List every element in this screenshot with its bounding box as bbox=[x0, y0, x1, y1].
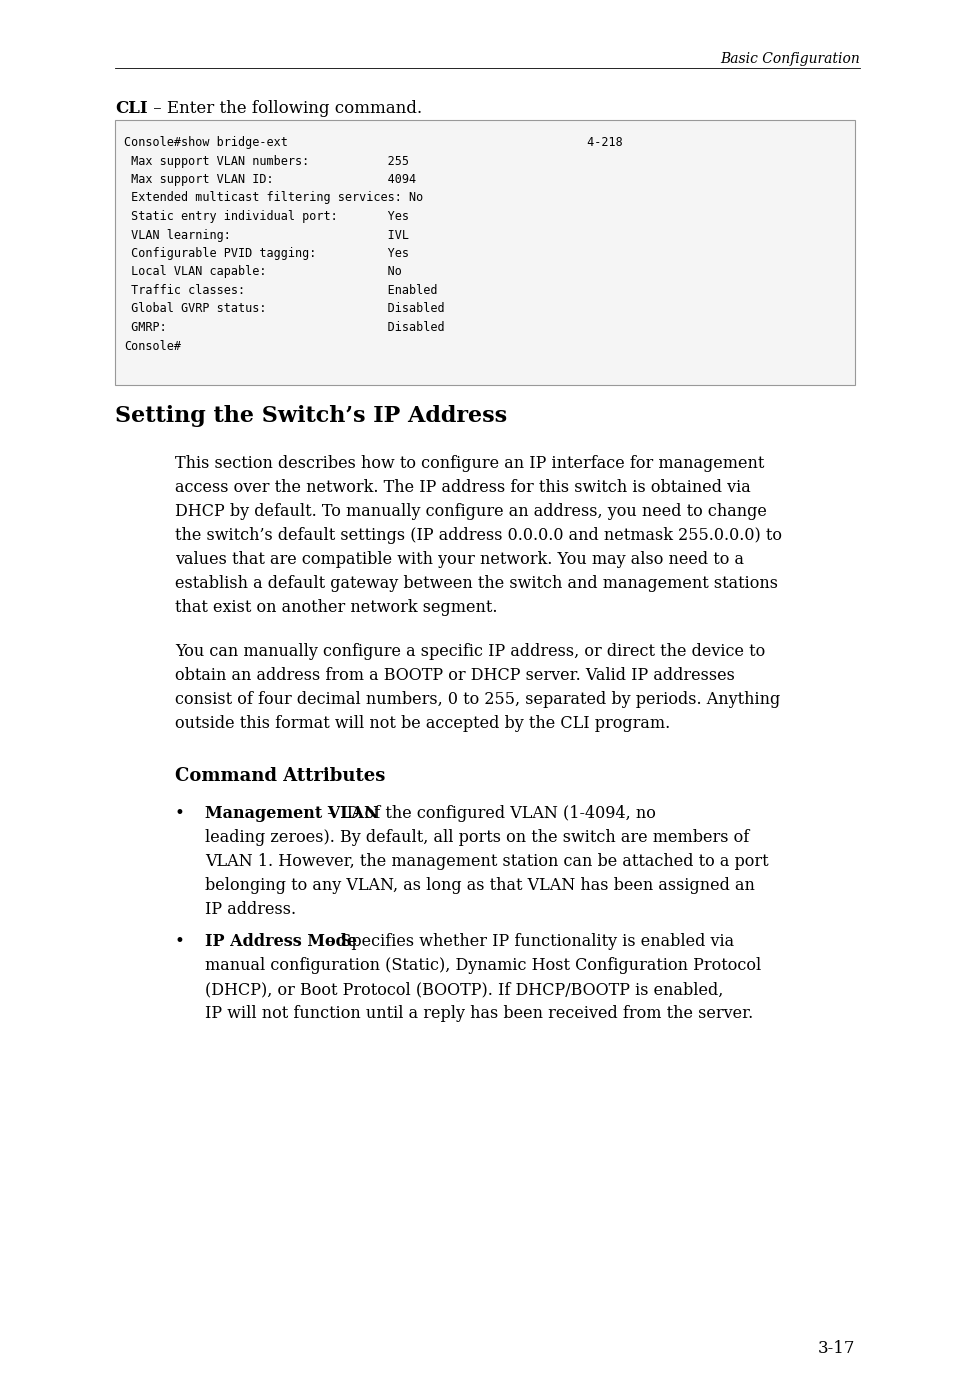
Text: IP address.: IP address. bbox=[205, 901, 295, 917]
Text: Extended multicast filtering services: No: Extended multicast filtering services: N… bbox=[124, 192, 423, 204]
Text: •: • bbox=[174, 805, 185, 822]
Text: Console#: Console# bbox=[124, 340, 181, 353]
Text: 3-17: 3-17 bbox=[817, 1339, 854, 1357]
Text: IP will not function until a reply has been received from the server.: IP will not function until a reply has b… bbox=[205, 1005, 753, 1022]
Text: – Specifies whether IP functionality is enabled via: – Specifies whether IP functionality is … bbox=[322, 933, 734, 949]
Text: •: • bbox=[174, 933, 185, 949]
Text: – Enter the following command.: – Enter the following command. bbox=[148, 100, 421, 117]
Text: manual configuration (Static), Dynamic Host Configuration Protocol: manual configuration (Static), Dynamic H… bbox=[205, 956, 760, 974]
Text: CLI: CLI bbox=[115, 100, 148, 117]
Text: access over the network. The IP address for this switch is obtained via: access over the network. The IP address … bbox=[174, 479, 750, 496]
Text: DHCP by default. To manually configure an address, you need to change: DHCP by default. To manually configure a… bbox=[174, 502, 766, 520]
Text: (DHCP), or Boot Protocol (BOOTP). If DHCP/BOOTP is enabled,: (DHCP), or Boot Protocol (BOOTP). If DHC… bbox=[205, 981, 722, 998]
Text: belonging to any VLAN, as long as that VLAN has been assigned an: belonging to any VLAN, as long as that V… bbox=[205, 877, 754, 894]
Text: Configurable PVID tagging:          Yes: Configurable PVID tagging: Yes bbox=[124, 247, 409, 260]
Text: obtain an address from a BOOTP or DHCP server. Valid IP addresses: obtain an address from a BOOTP or DHCP s… bbox=[174, 668, 734, 684]
Text: Traffic classes:                    Enabled: Traffic classes: Enabled bbox=[124, 285, 437, 297]
Text: the switch’s default settings (IP address 0.0.0.0 and netmask 255.0.0.0) to: the switch’s default settings (IP addres… bbox=[174, 527, 781, 544]
Text: Static entry individual port:       Yes: Static entry individual port: Yes bbox=[124, 210, 409, 223]
Text: Command Attributes: Command Attributes bbox=[174, 768, 385, 786]
Text: that exist on another network segment.: that exist on another network segment. bbox=[174, 600, 497, 616]
Text: Management VLAN: Management VLAN bbox=[205, 805, 378, 822]
Text: VLAN learning:                      IVL: VLAN learning: IVL bbox=[124, 229, 409, 242]
Text: You can manually configure a specific IP address, or direct the device to: You can manually configure a specific IP… bbox=[174, 643, 764, 661]
Text: Setting the Switch’s IP Address: Setting the Switch’s IP Address bbox=[115, 405, 507, 428]
Text: consist of four decimal numbers, 0 to 255, separated by periods. Anything: consist of four decimal numbers, 0 to 25… bbox=[174, 691, 780, 708]
Bar bbox=[115, 119, 854, 384]
Text: Global GVRP status:                 Disabled: Global GVRP status: Disabled bbox=[124, 303, 444, 315]
Text: Basic Configuration: Basic Configuration bbox=[720, 51, 859, 67]
Text: VLAN 1. However, the management station can be attached to a port: VLAN 1. However, the management station … bbox=[205, 854, 768, 870]
Text: – ID of the configured VLAN (1-4094, no: – ID of the configured VLAN (1-4094, no bbox=[322, 805, 656, 822]
Text: Max support VLAN ID:                4094: Max support VLAN ID: 4094 bbox=[124, 174, 416, 186]
Text: IP Address Mode: IP Address Mode bbox=[205, 933, 356, 949]
Text: outside this format will not be accepted by the CLI program.: outside this format will not be accepted… bbox=[174, 715, 670, 731]
Text: This section describes how to configure an IP interface for management: This section describes how to configure … bbox=[174, 455, 763, 472]
Text: values that are compatible with your network. You may also need to a: values that are compatible with your net… bbox=[174, 551, 743, 568]
Text: Local VLAN capable:                 No: Local VLAN capable: No bbox=[124, 265, 401, 279]
Text: Console#show bridge-ext                                          4-218: Console#show bridge-ext 4-218 bbox=[124, 136, 622, 149]
Text: leading zeroes). By default, all ports on the switch are members of: leading zeroes). By default, all ports o… bbox=[205, 829, 748, 847]
Text: GMRP:                               Disabled: GMRP: Disabled bbox=[124, 321, 444, 335]
Text: Max support VLAN numbers:           255: Max support VLAN numbers: 255 bbox=[124, 154, 409, 168]
Text: establish a default gateway between the switch and management stations: establish a default gateway between the … bbox=[174, 575, 778, 593]
